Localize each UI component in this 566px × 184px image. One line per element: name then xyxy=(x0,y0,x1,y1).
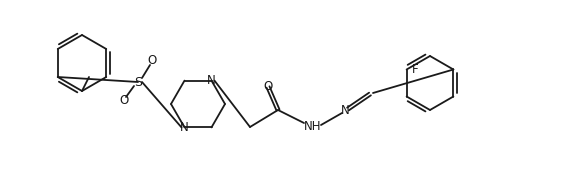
Text: O: O xyxy=(263,81,273,93)
Text: N: N xyxy=(341,103,349,116)
Text: O: O xyxy=(119,95,128,107)
Text: F: F xyxy=(411,63,418,76)
Text: N: N xyxy=(207,74,216,87)
Text: N: N xyxy=(180,121,189,134)
Text: S: S xyxy=(134,75,142,89)
Text: O: O xyxy=(147,54,157,68)
Text: NH: NH xyxy=(305,121,321,134)
